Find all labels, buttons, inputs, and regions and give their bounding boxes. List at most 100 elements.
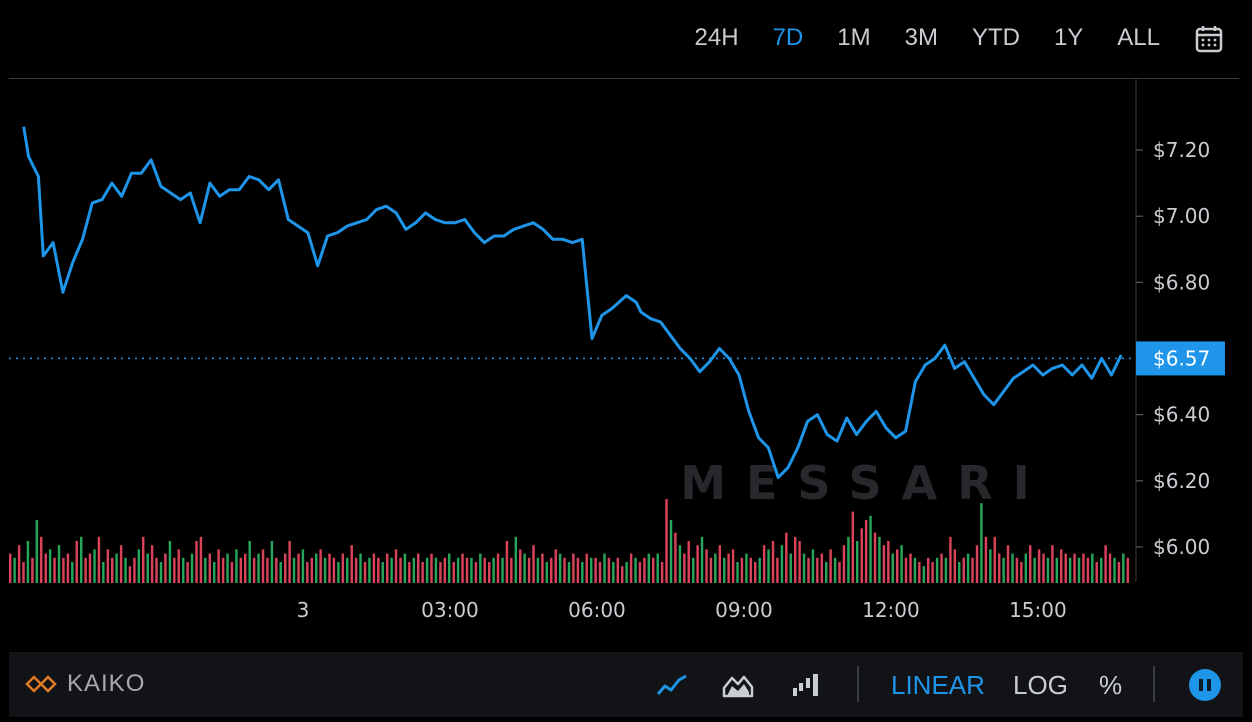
kaiko-logo: KAIKO [25,670,145,698]
time-range-tabs: 24H 7D 1M 3M YTD 1Y ALL [661,24,1160,52]
volume-bar [40,536,43,583]
y-tick-label: $6.20 [1153,469,1210,493]
volume-bar [1051,545,1054,583]
volume-bar [603,553,606,583]
volume-bar [723,557,726,583]
volume-bar [315,553,318,583]
scale-linear-button[interactable]: LINEAR [891,670,985,700]
y-axis: $7.20 $7.00 $6.80 $6.40 $6.20 $6.00 [1136,138,1210,559]
volume-bar [93,549,96,583]
volume-bar [1091,553,1094,583]
volume-bar [1077,557,1081,583]
volume-bar [128,566,132,583]
calendar-icon[interactable] [1194,24,1224,54]
volume-bar [625,562,628,583]
volume-bar [88,553,92,583]
volume-bar [275,557,278,583]
scale-log-button[interactable]: LOG [1013,670,1068,700]
volume-bar [692,557,695,583]
volume-bar [57,545,61,583]
volume-bar [403,553,407,583]
volume-bar [975,545,979,583]
volume-bar [111,557,114,583]
volume-bar [248,541,251,583]
volume-bar [1104,545,1107,583]
range-tab-3m[interactable]: 3M [904,24,938,51]
volume-bar [798,541,801,583]
volume-bar [847,536,850,583]
volume-bar [864,520,868,583]
range-tab-7d[interactable]: 7D [772,24,804,51]
volume-bar [958,562,961,583]
range-tab-all[interactable]: ALL [1117,24,1160,51]
volume-bar [536,557,540,583]
volume-bar [935,557,939,583]
volume-bar [514,536,518,583]
range-tab-ytd[interactable]: YTD [971,24,1020,51]
range-tab-1y[interactable]: 1Y [1053,24,1084,51]
volume-bar [833,557,837,583]
volume-bar [483,557,486,583]
volume-bar [904,557,908,583]
volume-bar [386,553,389,583]
volume-bar [204,557,207,583]
volume-bar [1015,557,1019,583]
volume-bar [616,557,620,583]
volume-bar [767,549,770,583]
volume-bar [75,541,78,583]
volume-bar [297,553,300,583]
volume-bar [629,553,633,583]
volume-bar [665,499,668,583]
volume-bar [270,541,274,583]
volume-bar [390,557,393,583]
x-axis: 3 03:00 06:00 09:00 12:00 15:00 [297,598,1067,622]
volume-bar [962,557,965,583]
volume-bar [150,545,154,583]
volume-bar [119,545,123,583]
volume-bar [510,557,513,583]
line-chart-icon[interactable] [655,670,689,700]
volume-bar [1122,553,1125,583]
bar-chart-icon[interactable] [789,670,823,700]
price-chart[interactable]: MESSARI $7.20 $7.00 $6.80 $6.40 $6.20 $6.00 3… [0,79,1252,651]
volume-bar [652,557,655,583]
volume-bar [226,553,229,583]
x-tick-label: 3 [297,598,310,622]
volume-bar [394,549,398,583]
pause-icon[interactable] [1189,669,1221,701]
volume-bar [674,532,677,583]
range-tab-1m[interactable]: 1M [837,24,871,51]
top-divider [9,78,1239,79]
volume-bar [678,545,682,583]
volume-bar [71,562,74,583]
volume-bar [816,557,819,583]
range-tab-24h[interactable]: 24H [694,24,739,51]
volume-bar [479,553,482,583]
volume-bar [940,553,943,583]
volume-bar [771,541,775,583]
volume-bar [168,541,172,583]
volume-bar [279,562,282,583]
volume-bar [244,553,247,583]
volume-bar [647,553,651,583]
area-chart-icon[interactable] [721,670,755,700]
volume-bar [705,549,708,583]
volume-bar [306,562,309,583]
volume-bar [217,549,220,583]
scale-percent-button[interactable]: % [1099,670,1123,700]
volume-bar [350,545,353,583]
volume-bar [820,553,824,583]
volume-bar [142,536,145,583]
volume-bar [124,557,127,583]
volume-bar [909,553,912,583]
volume-bar [421,562,424,583]
volume-bar [80,536,83,583]
volume-bar [714,553,717,583]
volume-bar [643,557,646,583]
volume-bar [696,545,699,583]
volume-bar [48,549,52,583]
volume-bar [1002,557,1005,583]
volume-bar [532,545,535,583]
volume-bar [931,562,934,583]
volume-bar [1113,557,1116,583]
